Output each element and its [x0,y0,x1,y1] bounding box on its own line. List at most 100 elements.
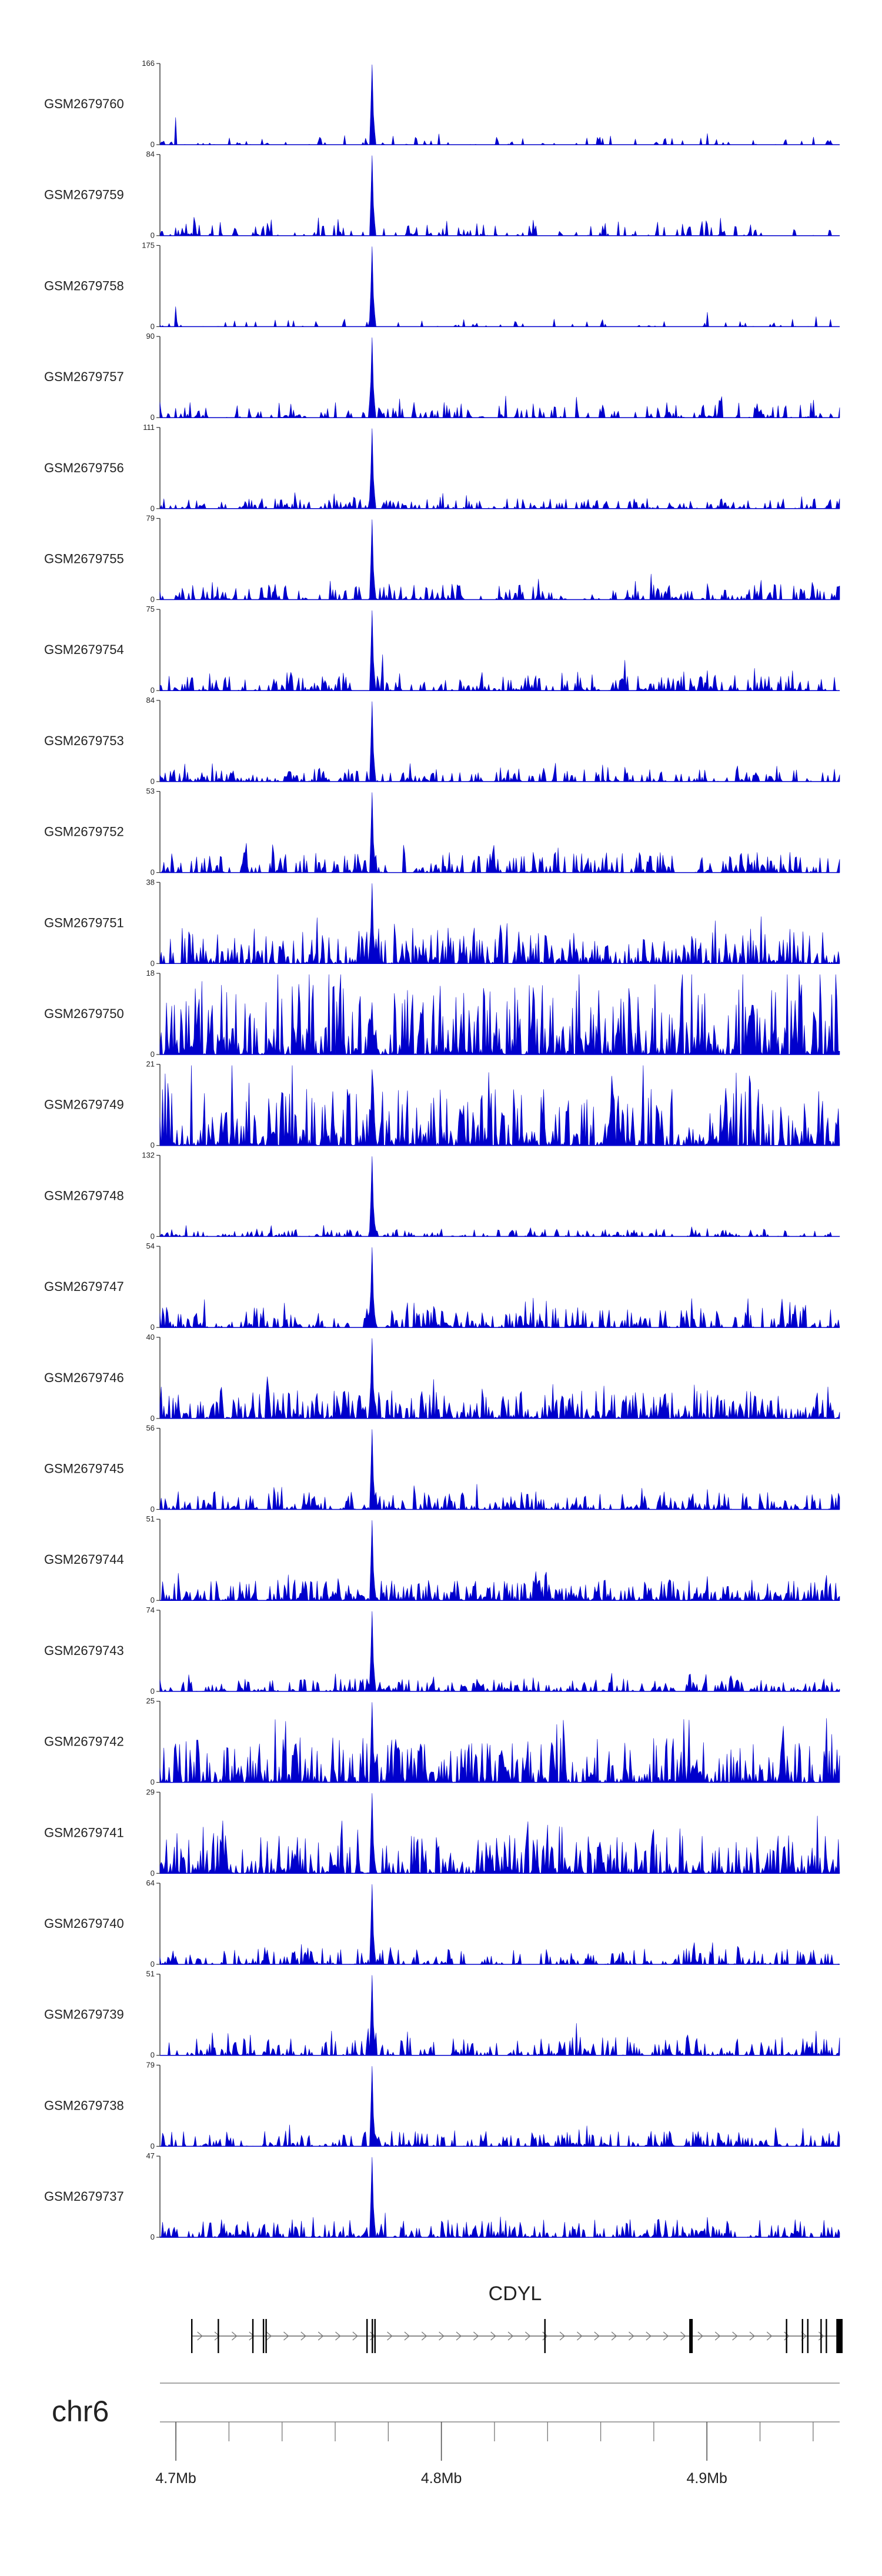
strand-arrow [749,2331,755,2341]
coverage-area [159,792,840,873]
track-GSM2679746: GSM2679746 40 0 [44,1333,840,1423]
coverage-area [159,1065,840,1146]
track-GSM2679738: GSM2679738 79 0 [44,2060,840,2150]
strand-arrow [559,2331,566,2341]
strand-arrow [697,2331,703,2341]
strand-arrow [577,2331,583,2341]
strand-arrow [490,2331,496,2341]
track-GSM2679759: GSM2679759 84 0 [44,150,840,240]
y-axis-zero-label: 0 [151,2233,155,2241]
y-axis-max-label: 166 [142,59,155,68]
y-axis-max-label: 64 [146,1878,155,1887]
coverage-area [159,337,840,418]
track-label: GSM2679737 [44,2189,124,2204]
strand-arrow [214,2331,220,2341]
y-axis-zero-label: 0 [151,322,155,331]
coverage-area [159,519,840,600]
strand-arrow [456,2331,462,2341]
strand-arrow [714,2331,721,2341]
genomic-axis: chr6 4.7Mb 4.8Mb 4.9Mb [52,2383,840,2487]
y-axis-max-label: 175 [142,241,155,249]
exon [252,2319,254,2353]
strand-arrow [335,2331,341,2341]
axis-major-label: 4.7Mb [155,2470,196,2487]
y-axis-zero-label: 0 [151,504,155,513]
y-axis-zero-label: 0 [151,595,155,604]
strand-arrow [352,2331,358,2341]
coverage-area [159,2157,840,2238]
track-GSM2679737: GSM2679737 47 0 [44,2151,840,2241]
y-axis-zero-label: 0 [151,2141,155,2150]
coverage-area [159,246,840,327]
y-axis-zero-label: 0 [151,1596,155,1604]
axis-major-label: 4.9Mb [686,2470,727,2487]
track-label: GSM2679752 [44,825,124,839]
coverage-tracks: GSM26797601660GSM2679759840GSM2679758175… [44,59,840,2241]
y-axis-zero-label: 0 [151,1232,155,1240]
track-label: GSM2679755 [44,552,124,566]
exon [820,2319,822,2353]
track-GSM2679754: GSM2679754 75 0 [44,605,840,695]
coverage-area [159,610,840,691]
track-label: GSM2679754 [44,642,124,657]
track-label: GSM2679741 [44,1825,124,1840]
strand-arrow [421,2331,427,2341]
strand-arrow [473,2331,479,2341]
strand-arrow [663,2331,669,2341]
track-GSM2679757: GSM2679757 90 0 [44,332,840,422]
y-axis-max-label: 79 [146,2060,155,2069]
y-axis-zero-label: 0 [151,1141,155,1150]
coverage-area [159,155,840,236]
track-GSM2679747: GSM2679747 54 0 [44,1242,840,1332]
coverage-area [159,2066,840,2147]
track-label: GSM2679738 [44,2098,124,2113]
track-GSM2679756: GSM2679756 111 0 [44,423,840,513]
y-axis-max-label: 40 [146,1333,155,1342]
track-label: GSM2679743 [44,1643,124,1658]
strand-arrow [283,2331,289,2341]
track-label: GSM2679739 [44,2007,124,2022]
y-axis-max-label: 18 [146,969,155,977]
track-label: GSM2679751 [44,915,124,930]
exon [786,2319,787,2353]
y-axis-zero-label: 0 [151,868,155,877]
strand-arrow [766,2331,773,2341]
strand-arrow [232,2331,238,2341]
track-label: GSM2679746 [44,1370,124,1385]
y-axis-zero-label: 0 [151,1960,155,1968]
track-GSM2679760: GSM2679760 166 0 [44,59,840,149]
track-label: GSM2679740 [44,1916,124,1931]
y-axis-max-label: 51 [146,1970,155,1978]
strand-arrow [524,2331,531,2341]
strand-arrow [611,2331,617,2341]
y-axis-zero-label: 0 [151,1687,155,1696]
y-axis-zero-label: 0 [151,959,155,967]
track-label: GSM2679750 [44,1006,124,1021]
y-axis-max-label: 56 [146,1424,155,1433]
strand-arrow [387,2331,393,2341]
y-axis-zero-label: 0 [151,1414,155,1423]
coverage-area [159,1156,840,1237]
y-axis-max-label: 29 [146,1787,155,1796]
coverage-area [159,1247,840,1328]
y-axis-max-label: 84 [146,150,155,159]
track-label: GSM2679757 [44,369,124,384]
coverage-area [159,1975,840,2056]
track-label: GSM2679745 [44,1461,124,1476]
coverage-area [159,1884,840,1965]
y-axis-max-label: 21 [146,1060,155,1069]
strand-arrow [197,2331,203,2341]
coverage-area [159,1702,840,1783]
coverage-area [159,1793,840,1874]
strand-arrow [439,2331,445,2341]
track-GSM2679750: GSM2679750 18 0 [44,969,840,1059]
track-label: GSM2679744 [44,1552,124,1567]
track-GSM2679758: GSM2679758 175 0 [44,241,840,331]
track-label: GSM2679760 [44,96,124,111]
y-axis-zero-label: 0 [151,777,155,786]
track-label: GSM2679748 [44,1188,124,1203]
exon [374,2319,376,2353]
exon [366,2319,368,2353]
strand-arrow [266,2331,272,2341]
